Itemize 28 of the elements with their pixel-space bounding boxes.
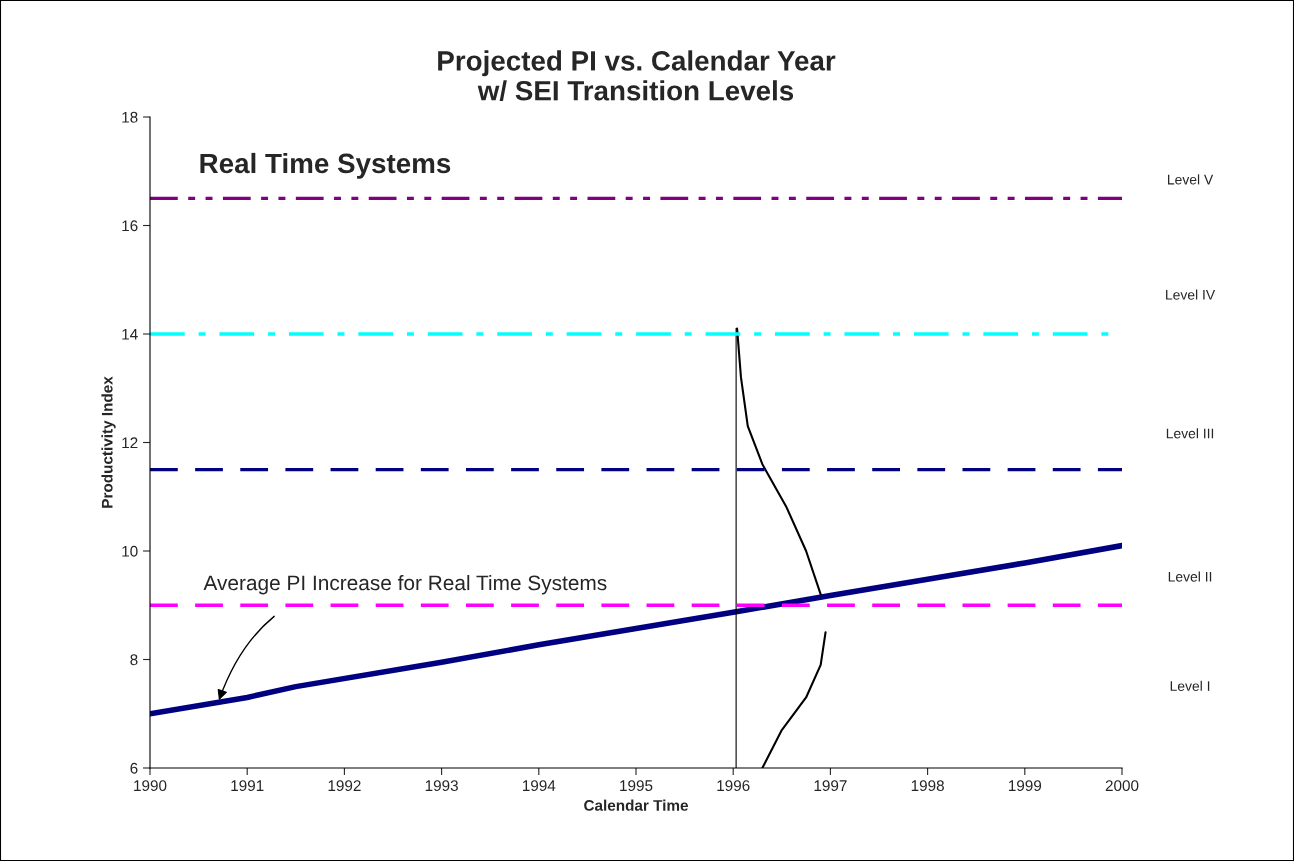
y-tick-label: 14 [122,329,138,340]
y-tick-label: 6 [130,762,138,774]
text: Level IV [1166,289,1216,300]
x-tick-label: 1998 [911,780,944,792]
y-axis-title: Productivity Index [101,376,116,508]
x-tick-label: 1995 [620,780,653,792]
x-tick-label: 1999 [1008,780,1042,792]
y-tick-label: 18 [122,111,138,123]
x-tick-label: 1996 [717,780,750,792]
chart-title: Projected PI vs. Calendar Year w/ SEI Transition Levels [438,50,836,101]
x-tick-label: 2000 [1105,780,1139,792]
annotation: Real Time Systems [200,152,451,179]
text: Level V [1168,174,1214,185]
text: Level I [1170,680,1210,691]
y-tick-label: 10 [122,545,138,557]
annotation: Average PI Increase for Real Time Systems [203,574,607,595]
y-tick-label: 16 [122,220,138,232]
x-tick-label: 1993 [425,780,458,792]
x-tick-label: 1991 [231,780,264,792]
text: Level II [1168,571,1212,582]
text: Level III [1166,428,1214,439]
x-tick-label: 1992 [328,780,361,792]
x-tick-label: 1990 [134,780,167,792]
x-axis-title: Calendar Time [584,799,688,811]
x-tick-label: 1994 [522,780,556,792]
x-tick-label: 1997 [814,780,847,792]
y-tick-label: 8 [130,654,138,666]
y-tick-label: 12 [122,437,138,449]
